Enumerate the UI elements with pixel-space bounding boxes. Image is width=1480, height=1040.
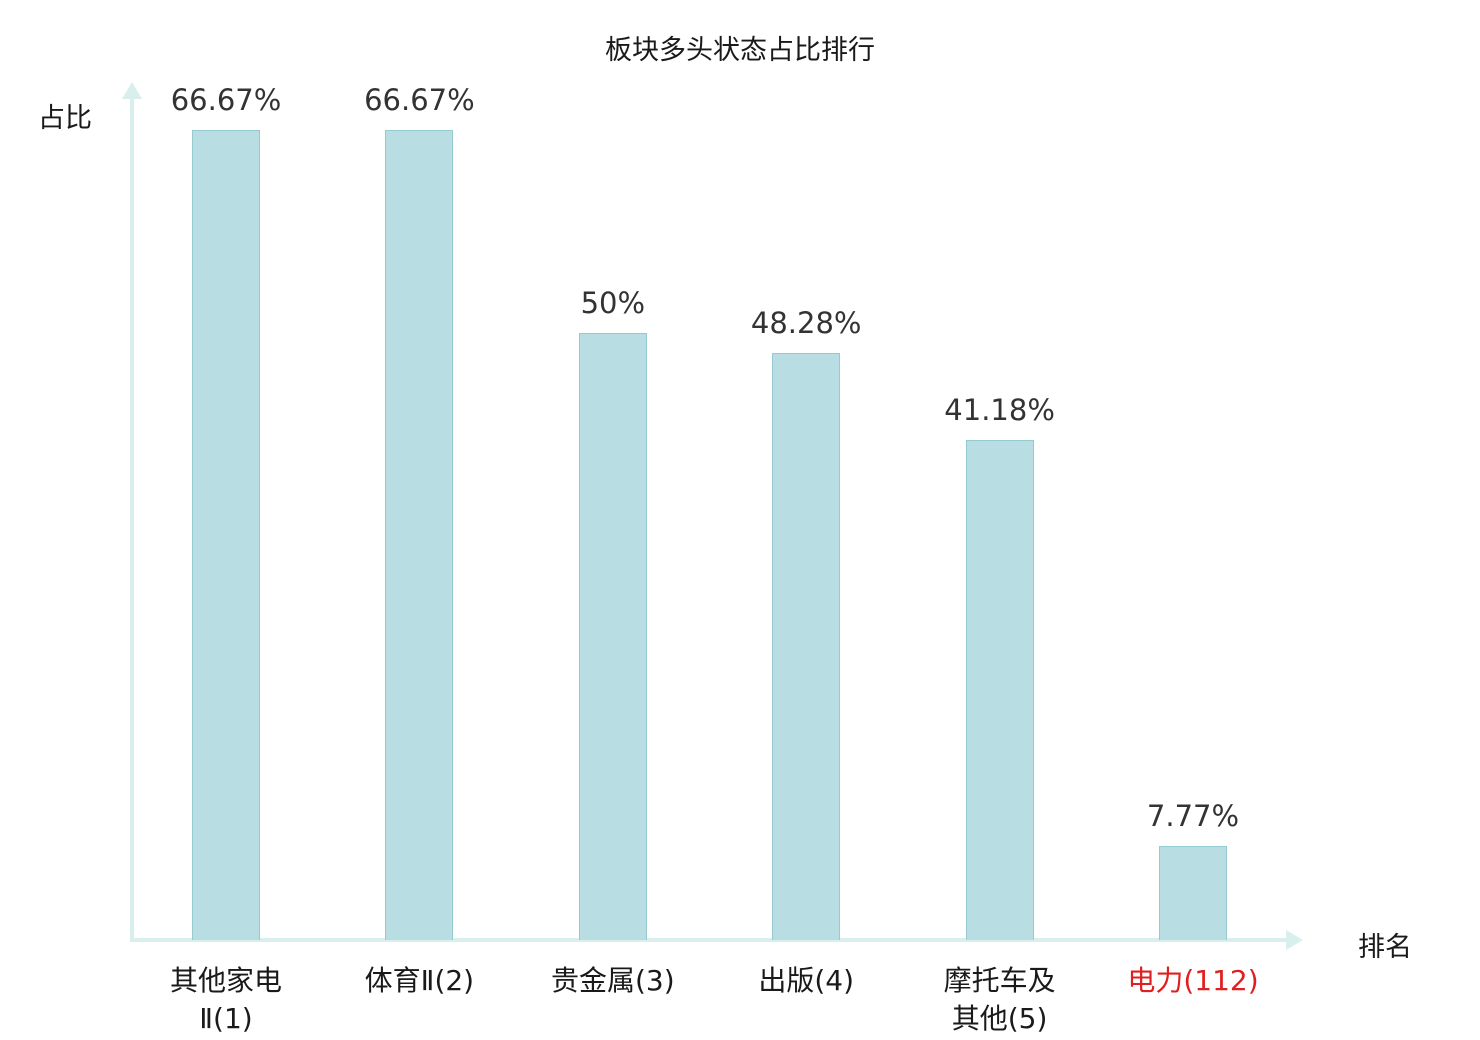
bar-value-label: 66.67%: [170, 83, 282, 117]
bar: [385, 130, 454, 940]
bar-value-label: 7.77%: [1146, 799, 1240, 833]
y-axis-arrow-icon: [122, 82, 142, 99]
bar: [965, 440, 1034, 940]
bar-category-label: 贵金属(3): [550, 964, 675, 997]
bar-category-label: 其他家电 Ⅱ(1): [169, 964, 282, 1035]
bar: [578, 333, 647, 940]
chart-title: 板块多头状态占比排行: [605, 35, 875, 66]
bar-category-label: 摩托车及 其他(5): [943, 964, 1056, 1035]
bar-category-label: 体育Ⅱ(2): [364, 964, 475, 997]
bar-category-label: 电力(112): [1127, 964, 1259, 997]
bar: [192, 130, 260, 940]
bar-value-label: 48.28%: [750, 306, 862, 340]
y-axis-label: 占比: [38, 103, 92, 134]
x-axis-label: 排名: [1358, 932, 1412, 963]
bar: [1159, 846, 1227, 940]
bar: [772, 353, 841, 940]
x-axis: [130, 938, 1288, 942]
x-axis-arrow-icon: [1286, 930, 1303, 950]
bar-category-label: 出版(4): [758, 964, 855, 997]
bar-value-label: 41.18%: [944, 393, 1055, 427]
bar-value-label: 50%: [580, 286, 646, 320]
y-axis: [130, 96, 134, 940]
bar-value-label: 66.67%: [364, 83, 475, 117]
